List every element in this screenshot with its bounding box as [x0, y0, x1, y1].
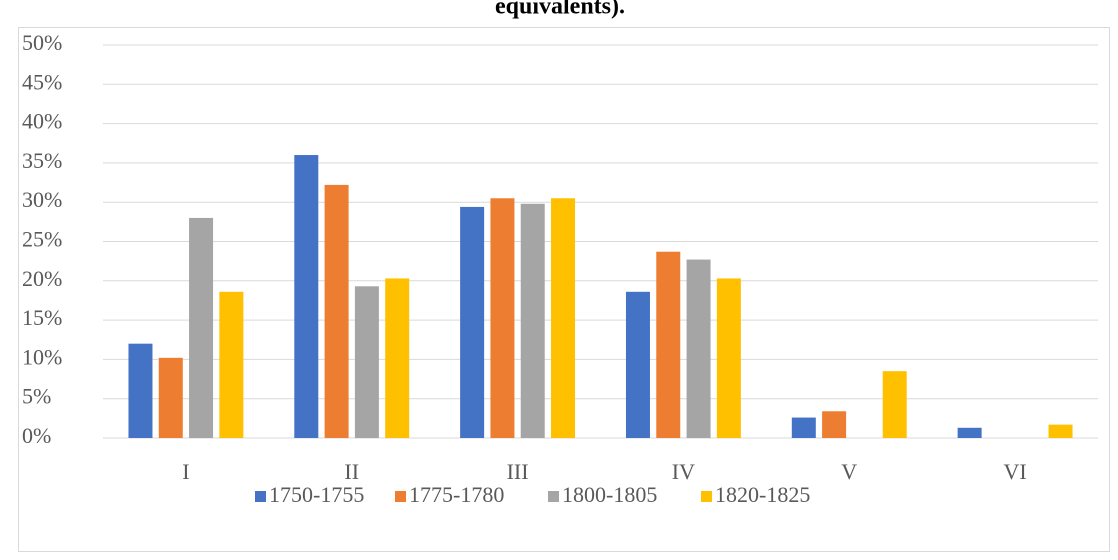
legend-label: 1775-1780: [409, 482, 504, 507]
x-tick-label: II: [344, 459, 359, 484]
y-tick-label: 0%: [22, 423, 51, 448]
bar: [957, 427, 982, 438]
legend-swatch: [255, 491, 266, 502]
x-tick-label: V: [841, 459, 857, 484]
x-tick-label: I: [182, 459, 189, 484]
bar: [1048, 424, 1073, 438]
y-tick-label: 10%: [22, 344, 62, 369]
bar: [791, 417, 816, 438]
bar: [219, 291, 244, 438]
legend-swatch: [548, 491, 559, 502]
x-tick-label: IV: [672, 459, 695, 484]
bar: [294, 155, 319, 439]
bar: [882, 371, 907, 438]
bar: [656, 251, 681, 438]
legend-swatch: [395, 491, 406, 502]
y-tick-label: 35%: [22, 148, 62, 173]
x-tick-label: III: [507, 459, 529, 484]
y-tick-label: 40%: [22, 109, 62, 134]
bar: [520, 203, 545, 438]
chart-border: [18, 27, 1110, 552]
y-tick-label: 15%: [22, 305, 62, 330]
y-tick-label: 20%: [22, 266, 62, 291]
legend-label: 1820-1825: [715, 482, 810, 507]
bar: [822, 411, 847, 438]
bar: [189, 217, 214, 438]
bar: [460, 206, 485, 438]
y-tick-label: 50%: [22, 30, 62, 55]
bar: [686, 259, 711, 438]
bar: [625, 291, 650, 438]
bar: [551, 198, 576, 438]
bar: [385, 278, 410, 438]
y-tick-label: 5%: [22, 384, 51, 409]
bar: [490, 198, 515, 438]
bar: [324, 184, 349, 438]
y-tick-label: 25%: [22, 227, 62, 252]
y-tick-label: 45%: [22, 69, 62, 94]
legend-swatch: [701, 491, 712, 502]
bar: [128, 343, 153, 438]
chart-title: equivalents).: [495, 0, 625, 20]
y-tick-label: 30%: [22, 187, 62, 212]
legend-label: 1800-1805: [562, 482, 657, 507]
legend-label: 1750-1755: [269, 482, 364, 507]
bar: [158, 357, 183, 438]
bar: [716, 278, 741, 438]
x-tick-label: VI: [1003, 459, 1026, 484]
bar: [354, 286, 379, 438]
